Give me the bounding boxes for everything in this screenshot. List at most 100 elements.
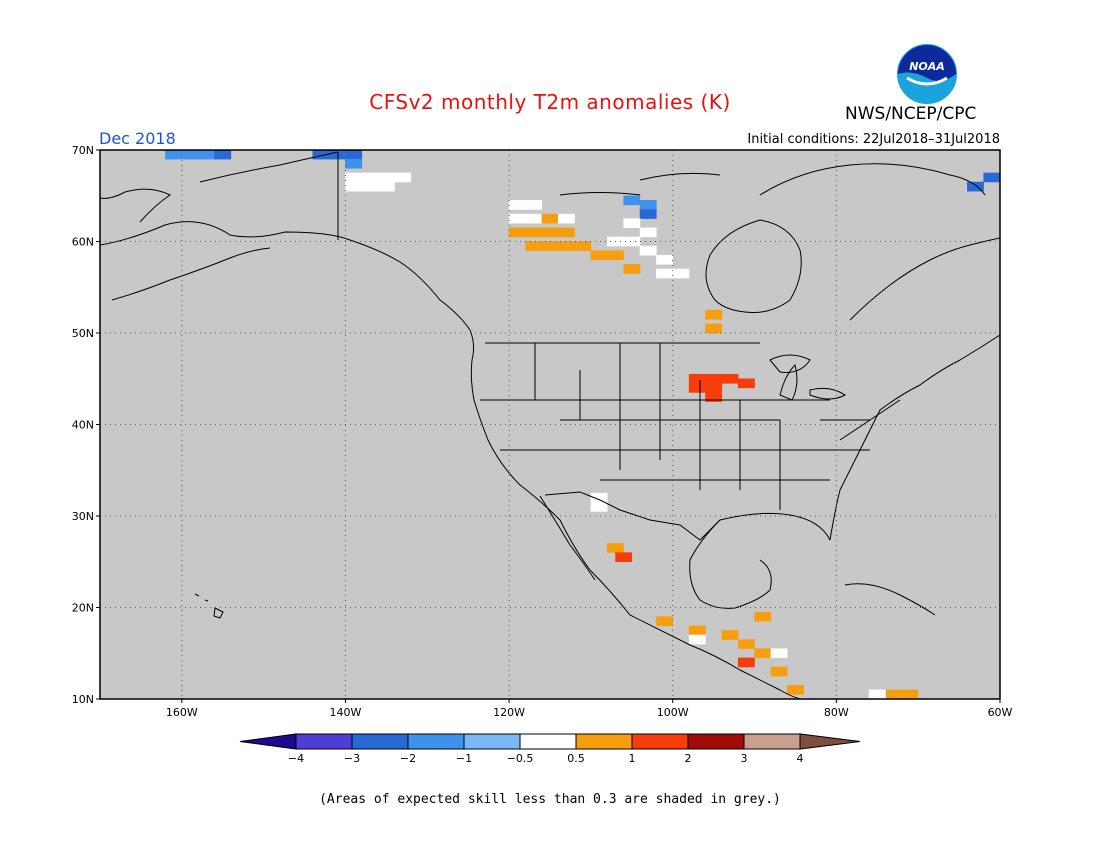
- anomaly-cell: [197, 149, 215, 160]
- anomaly-cell: [181, 149, 199, 160]
- latitude-ticks: 70N 60N 50N 40N 30N 20N 10N: [72, 144, 100, 706]
- lat-tick-label: 40N: [72, 419, 94, 432]
- political-borders: [337, 152, 901, 541]
- graticule: [100, 150, 1000, 699]
- skill-footnote: (Areas of expected skill less than 0.3 a…: [319, 792, 781, 807]
- anomaly-cell: [345, 158, 363, 169]
- anomaly-cell: [623, 264, 641, 274]
- anomaly-cell: [623, 236, 641, 247]
- anomaly-cell: [705, 323, 723, 334]
- anomaly-cell: [508, 200, 526, 210]
- anomaly-cell: [607, 543, 624, 553]
- anomaly-cell: [688, 373, 706, 384]
- colorbar-arrow-left: [239, 733, 297, 750]
- anomaly-cell: [770, 666, 788, 677]
- anomaly-cell: [688, 634, 706, 645]
- anomaly-cell: [737, 378, 755, 389]
- colorbar-swatch: [743, 733, 801, 750]
- anomaly-cell: [688, 383, 706, 393]
- lat-tick-label: 70N: [72, 144, 94, 157]
- forecast-period: Dec 2018: [99, 129, 176, 148]
- anomaly-cell: [541, 213, 559, 224]
- anomaly-cell: [901, 689, 919, 700]
- anomaly-cell: [885, 689, 903, 700]
- anomaly-cell: [721, 373, 739, 384]
- colorbar-swatch: [631, 733, 689, 750]
- anomaly-cell: [639, 200, 657, 210]
- anomaly-cell: [623, 218, 641, 229]
- anomaly-cell: [615, 552, 633, 562]
- anomaly-cell: [525, 241, 543, 251]
- lat-tick-label: 50N: [72, 327, 94, 340]
- anomaly-cell: [312, 149, 330, 160]
- anomaly-cell: [574, 241, 592, 251]
- lon-tick-label: 140W: [330, 706, 362, 719]
- anomaly-cell: [656, 254, 673, 265]
- agency-label: NWS/NCEP/CPC: [845, 104, 977, 124]
- colorbar-swatch: [575, 733, 633, 750]
- colorbar-label: 4: [797, 752, 804, 765]
- anomaly-cell: [525, 227, 543, 238]
- colorbar: −4 −3 −2 −1 −0.5 0.5 1 2 3 4: [239, 733, 861, 765]
- anomaly-cell: [345, 172, 363, 183]
- colorbar-label: −3: [344, 752, 360, 765]
- anomaly-cell: [754, 648, 772, 659]
- anomaly-cell: [737, 657, 755, 668]
- colorbar-label: −2: [400, 752, 416, 765]
- anomaly-cell: [639, 209, 657, 219]
- chart-title: CFSv2 monthly T2m anomalies (K): [369, 90, 731, 114]
- noaa-logo-text: NOAA: [909, 60, 945, 73]
- anomaly-cell: [754, 611, 772, 622]
- anomaly-cell: [541, 241, 559, 251]
- anomaly-cell: [361, 172, 379, 183]
- anomaly-cell: [705, 383, 723, 393]
- colorbar-swatch: [295, 733, 353, 750]
- noaa-logo: NOAA: [897, 44, 957, 104]
- initial-conditions: Initial conditions: 22Jul2018–31Jul2018: [747, 132, 1000, 147]
- anomaly-cell: [508, 227, 526, 238]
- anomaly-cell: [541, 227, 559, 238]
- anomaly-cell: [705, 309, 723, 320]
- anomaly-cell: [688, 625, 706, 636]
- colorbar-label: 0.5: [567, 752, 585, 765]
- anomaly-cell: [345, 149, 363, 160]
- anomaly-cell: [967, 181, 984, 192]
- colorbar-label: −0.5: [507, 752, 534, 765]
- anomaly-cell: [721, 630, 739, 640]
- anomaly-cell: [525, 200, 543, 210]
- colorbar-label: −4: [288, 752, 304, 765]
- anomaly-cell: [345, 181, 363, 192]
- lat-tick-label: 10N: [72, 693, 94, 706]
- anomaly-cell: [525, 213, 543, 224]
- anomaly-cell: [590, 492, 608, 503]
- anomaly-cell: [328, 149, 346, 160]
- anomaly-cell: [770, 648, 788, 659]
- anomaly-cell: [377, 181, 395, 192]
- anomaly-cell: [557, 227, 575, 238]
- anomaly-cell: [737, 639, 755, 649]
- lat-tick-label: 20N: [72, 602, 94, 615]
- lat-tick-label: 60N: [72, 236, 94, 249]
- coastlines: [99, 151, 1001, 700]
- anomaly-cell: [868, 689, 886, 700]
- anomaly-cell: [656, 268, 673, 279]
- anomaly-cell: [214, 149, 232, 160]
- anomaly-cell: [787, 685, 804, 695]
- colorbar-swatch: [351, 733, 409, 750]
- anomaly-cell: [705, 373, 723, 384]
- anomaly-cell: [590, 250, 608, 261]
- anomaly-cell: [639, 245, 657, 256]
- anomaly-cell: [607, 250, 624, 261]
- anomaly-cell: [377, 172, 395, 183]
- anomaly-cell: [361, 181, 379, 192]
- anomaly-cell: [639, 227, 657, 238]
- anomaly-cell: [508, 213, 526, 224]
- anomaly-cell: [394, 172, 412, 183]
- anomaly-cell: [656, 616, 673, 627]
- colorbar-swatch: [407, 733, 465, 750]
- anomaly-cells: [165, 149, 1001, 700]
- colorbar-label: 3: [741, 752, 748, 765]
- colorbar-label: −1: [456, 752, 472, 765]
- longitude-ticks: 160W 140W 120W 100W 80W 60W: [166, 699, 1013, 719]
